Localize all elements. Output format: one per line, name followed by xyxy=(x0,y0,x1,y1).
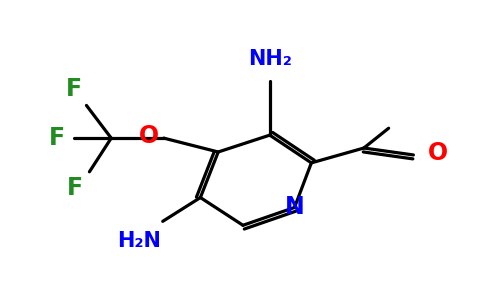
Text: F: F xyxy=(49,126,65,150)
Text: O: O xyxy=(139,124,159,148)
Text: F: F xyxy=(66,176,83,200)
Text: NH₂: NH₂ xyxy=(248,49,292,69)
Text: O: O xyxy=(428,141,448,165)
Text: H₂N: H₂N xyxy=(117,231,161,251)
Text: N: N xyxy=(285,196,304,220)
Text: F: F xyxy=(65,76,82,100)
